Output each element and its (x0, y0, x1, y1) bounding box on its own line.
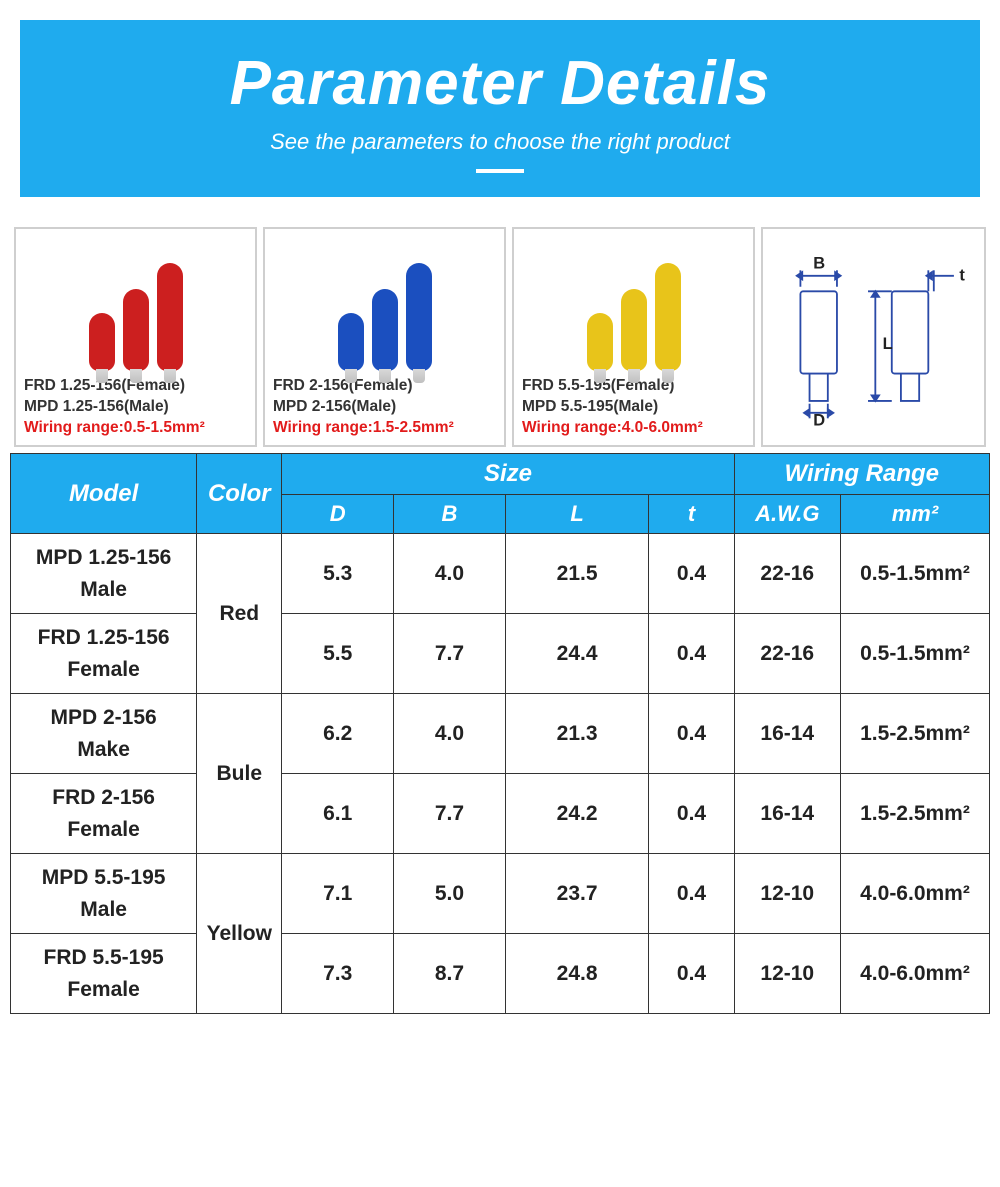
th-color: Color (197, 454, 282, 534)
banner-title: Parameter Details (40, 48, 960, 119)
table-row: MPD 1.25-156MaleRed5.34.021.50.422-160.5… (11, 534, 990, 614)
th-l: L (505, 495, 649, 534)
cell-model: FRD 2-156Female (11, 774, 197, 854)
connector-icon (89, 313, 115, 371)
connector-icon (372, 289, 398, 371)
banner-subtitle: See the parameters to choose the right p… (40, 129, 960, 155)
cell-l: 24.2 (505, 774, 649, 854)
dimension-diagram-svg: B L D t (773, 242, 974, 432)
cell-b: 7.7 (394, 774, 506, 854)
connector-icon (157, 263, 183, 371)
connector-icon (338, 313, 364, 371)
connector-icon (587, 313, 613, 371)
cell-d: 5.5 (282, 614, 394, 694)
spec-table-body: MPD 1.25-156MaleRed5.34.021.50.422-160.5… (11, 534, 990, 1014)
cell-mm: 4.0-6.0mm² (840, 934, 989, 1014)
th-model: Model (11, 454, 197, 534)
table-row: MPD 2-156MakeBule6.24.021.30.416-141.5-2… (11, 694, 990, 774)
wiring-range-label: Wiring range:4.0-6.0mm² (522, 418, 745, 439)
cell-awg: 12-10 (734, 934, 840, 1014)
cell-t: 0.4 (649, 774, 734, 854)
cell-b: 5.0 (394, 854, 506, 934)
cell-model: FRD 1.25-156Female (11, 614, 197, 694)
cell-model: MPD 5.5-195Male (11, 854, 197, 934)
cell-t: 0.4 (649, 934, 734, 1014)
connector-icon (123, 289, 149, 371)
cell-l: 23.7 (505, 854, 649, 934)
cell-l: 24.8 (505, 934, 649, 1014)
male-label: MPD 1.25-156(Male) (24, 397, 247, 418)
banner-underline (476, 169, 524, 173)
cell-awg: 16-14 (734, 774, 840, 854)
connector-icon (406, 263, 432, 371)
product-card-red: FRD 1.25-156(Female) MPD 1.25-156(Male) … (14, 227, 257, 447)
cell-t: 0.4 (649, 694, 734, 774)
th-d: D (282, 495, 394, 534)
product-card-blue: FRD 2-156(Female) MPD 2-156(Male) Wiring… (263, 227, 506, 447)
cell-d: 5.3 (282, 534, 394, 614)
diagram-label-b: B (813, 254, 825, 272)
cell-d: 7.3 (282, 934, 394, 1014)
cell-b: 8.7 (394, 934, 506, 1014)
cell-color: Red (197, 534, 282, 694)
cell-b: 4.0 (394, 534, 506, 614)
cell-t: 0.4 (649, 534, 734, 614)
cell-b: 7.7 (394, 614, 506, 694)
spec-table: Model Color Size Wiring Range D B L t A.… (10, 453, 990, 1014)
cell-mm: 1.5-2.5mm² (840, 774, 989, 854)
diagram-label-d: D (813, 412, 825, 430)
dimension-diagram: B L D t (761, 227, 986, 447)
diagram-label-t: t (959, 266, 965, 284)
cell-l: 21.5 (505, 534, 649, 614)
cell-t: 0.4 (649, 614, 734, 694)
table-row: FRD 5.5-195Female 7.38.724.80.412-104.0-6… (11, 934, 990, 1014)
connector-illustration (16, 241, 255, 371)
card-labels: FRD 2-156(Female) MPD 2-156(Male) Wiring… (273, 376, 496, 439)
table-row: MPD 5.5-195MaleYellow7.15.023.70.412-104… (11, 854, 990, 934)
card-labels: FRD 5.5-195(Female) MPD 5.5-195(Male) Wi… (522, 376, 745, 439)
product-cards-row: FRD 1.25-156(Female) MPD 1.25-156(Male) … (14, 227, 986, 447)
table-row: FRD 1.25-156Female 5.57.724.40.422-160.5-… (11, 614, 990, 694)
cell-mm: 0.5-1.5mm² (840, 534, 989, 614)
cell-mm: 4.0-6.0mm² (840, 854, 989, 934)
th-t: t (649, 495, 734, 534)
banner: Parameter Details See the parameters to … (20, 20, 980, 197)
product-card-yellow: FRD 5.5-195(Female) MPD 5.5-195(Male) Wi… (512, 227, 755, 447)
cell-l: 24.4 (505, 614, 649, 694)
wiring-range-label: Wiring range:0.5-1.5mm² (24, 418, 247, 439)
cell-awg: 22-16 (734, 614, 840, 694)
male-label: MPD 2-156(Male) (273, 397, 496, 418)
diagram-label-l: L (883, 335, 893, 353)
cell-d: 6.1 (282, 774, 394, 854)
th-size: Size (282, 454, 734, 495)
wiring-range-label: Wiring range:1.5-2.5mm² (273, 418, 496, 439)
cell-model: MPD 2-156Make (11, 694, 197, 774)
th-wiring-range: Wiring Range (734, 454, 989, 495)
connector-icon (621, 289, 647, 371)
cell-l: 21.3 (505, 694, 649, 774)
table-row: FRD 2-156Female 6.17.724.20.416-141.5-2.5… (11, 774, 990, 854)
cell-d: 7.1 (282, 854, 394, 934)
th-b: B (394, 495, 506, 534)
cell-d: 6.2 (282, 694, 394, 774)
cell-awg: 12-10 (734, 854, 840, 934)
connector-illustration (514, 241, 753, 371)
connector-icon (655, 263, 681, 371)
male-label: MPD 5.5-195(Male) (522, 397, 745, 418)
cell-mm: 1.5-2.5mm² (840, 694, 989, 774)
connector-illustration (265, 241, 504, 371)
th-awg: A.W.G (734, 495, 840, 534)
cell-awg: 16-14 (734, 694, 840, 774)
th-mm: mm² (840, 495, 989, 534)
cell-awg: 22-16 (734, 534, 840, 614)
cell-model: FRD 5.5-195Female (11, 934, 197, 1014)
cell-t: 0.4 (649, 854, 734, 934)
cell-color: Bule (197, 694, 282, 854)
cell-model: MPD 1.25-156Male (11, 534, 197, 614)
cell-mm: 0.5-1.5mm² (840, 614, 989, 694)
cell-color: Yellow (197, 854, 282, 1014)
card-labels: FRD 1.25-156(Female) MPD 1.25-156(Male) … (24, 376, 247, 439)
cell-b: 4.0 (394, 694, 506, 774)
